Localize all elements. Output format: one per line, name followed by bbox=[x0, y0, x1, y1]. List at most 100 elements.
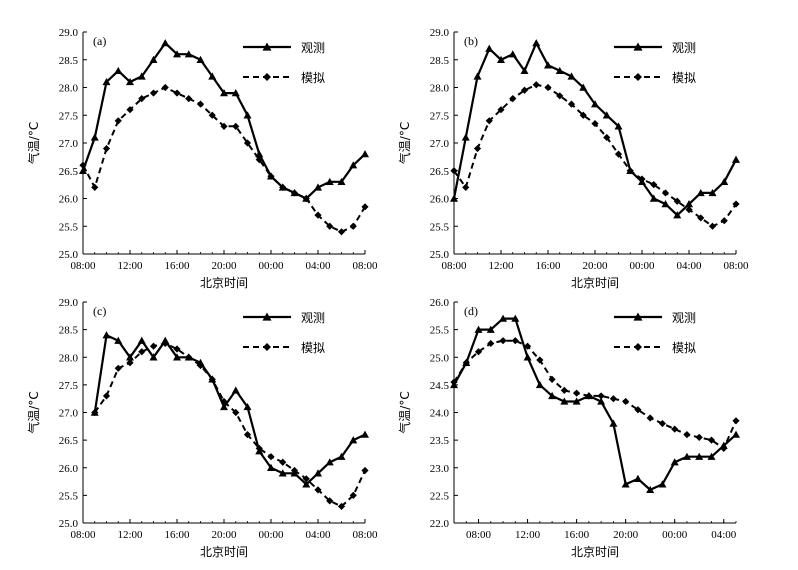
simulated-point bbox=[603, 133, 611, 142]
simulated-point bbox=[532, 81, 540, 89]
observed-point bbox=[267, 463, 275, 471]
observed-point bbox=[173, 50, 181, 58]
x-axis-label: 北京时间 bbox=[200, 545, 248, 559]
observed-point bbox=[149, 55, 158, 63]
observed-point bbox=[349, 436, 358, 444]
observed-point bbox=[137, 72, 146, 80]
y-tick-label: 25.0 bbox=[59, 518, 79, 530]
y-tick-label: 25.5 bbox=[430, 325, 450, 337]
simulated-point bbox=[732, 200, 740, 208]
observed-point bbox=[114, 336, 123, 344]
y-axis-label: 气温/°C bbox=[26, 391, 41, 433]
y-tick-label: 26.0 bbox=[59, 194, 79, 206]
series-simulated-line bbox=[453, 339, 737, 450]
x-tick-label: 08:00 bbox=[70, 260, 96, 272]
y-tick-label: 28.5 bbox=[430, 55, 450, 67]
x-tick-label: 08:00 bbox=[352, 260, 378, 272]
observed-point bbox=[485, 44, 494, 52]
legend-simulated-label: 模拟 bbox=[301, 71, 325, 85]
y-tick-label: 28.0 bbox=[59, 83, 79, 95]
simulated-point bbox=[544, 83, 552, 92]
x-tick-label: 12:00 bbox=[117, 260, 143, 272]
simulated-point bbox=[697, 214, 705, 222]
observed-point bbox=[361, 430, 369, 438]
series-observed-line bbox=[81, 41, 366, 200]
observed-point bbox=[220, 89, 228, 97]
x-tick-label: 04:00 bbox=[711, 529, 737, 541]
simulated-point bbox=[361, 466, 369, 475]
y-tick-label: 22.5 bbox=[430, 490, 450, 502]
observed-point bbox=[646, 485, 655, 494]
observed-point bbox=[720, 177, 729, 186]
y-tick-label: 27.0 bbox=[59, 138, 79, 150]
y-tick-label: 29.0 bbox=[59, 297, 79, 309]
x-axis-label: 北京时间 bbox=[200, 276, 248, 290]
y-tick-label: 22.0 bbox=[430, 518, 450, 530]
observed-point bbox=[544, 61, 552, 69]
panel-d: 22.0 22.5 23.0 23.5 24.0 24.5 25.0 25.5 26.0 08:0… bbox=[397, 297, 740, 559]
observed-point bbox=[567, 72, 576, 80]
simulated-point bbox=[485, 117, 493, 125]
observed-point bbox=[149, 353, 158, 361]
legend-observed-label: 观测 bbox=[672, 311, 696, 325]
observed-point bbox=[126, 77, 134, 86]
legend-simulated-marker bbox=[263, 73, 271, 81]
observed-point bbox=[102, 77, 111, 86]
simulated-point bbox=[474, 348, 483, 356]
simulated-point bbox=[523, 342, 532, 350]
observed-point bbox=[461, 133, 470, 141]
legend-simulated-label: 模拟 bbox=[301, 341, 325, 355]
y-tick-label: 28.0 bbox=[430, 83, 450, 95]
legend-observed-marker bbox=[633, 312, 643, 321]
observed-point bbox=[208, 72, 217, 80]
simulated-point bbox=[462, 183, 470, 191]
observed-point bbox=[696, 188, 705, 197]
simulated-point bbox=[548, 375, 556, 383]
simulated-point bbox=[138, 95, 146, 103]
x-tick-label: 08:00 bbox=[70, 529, 96, 541]
simulated-point bbox=[126, 106, 134, 114]
simulated-point bbox=[450, 378, 458, 386]
x-tick-label: 20:00 bbox=[211, 260, 237, 272]
simulated-point bbox=[196, 100, 205, 108]
observed-point bbox=[591, 100, 599, 108]
y-tick-label: 25.0 bbox=[430, 352, 450, 364]
simulated-point bbox=[646, 414, 654, 422]
observed-point bbox=[670, 458, 679, 466]
simulated-point bbox=[673, 197, 681, 205]
y-tick-label: 26.5 bbox=[59, 166, 79, 178]
y-tick-label: 24.0 bbox=[430, 408, 450, 420]
simulated-point bbox=[720, 217, 728, 225]
observed-point bbox=[184, 50, 193, 58]
simulated-point bbox=[361, 203, 369, 211]
observed-point bbox=[602, 111, 611, 119]
simulated-point bbox=[520, 86, 529, 94]
simulated-point bbox=[597, 392, 605, 400]
observed-point bbox=[90, 133, 99, 141]
simulated-point bbox=[567, 100, 576, 108]
simulated-point bbox=[658, 419, 667, 428]
simulated-point bbox=[138, 348, 146, 356]
simulated-point bbox=[707, 436, 716, 444]
simulated-point bbox=[671, 425, 679, 433]
y-tick-label: 29.0 bbox=[430, 27, 450, 39]
series-simulated-line bbox=[93, 342, 366, 508]
simulated-point bbox=[208, 375, 216, 383]
simulated-point bbox=[102, 392, 111, 400]
simulated-point bbox=[114, 117, 122, 125]
x-tick-label: 16:00 bbox=[164, 260, 190, 272]
observed-point bbox=[621, 480, 630, 488]
observed-point bbox=[79, 166, 87, 174]
panel-a: 25.0 25.5 26.0 26.5 27.0 27.5 28.0 28.5 29.0 08:0… bbox=[26, 27, 378, 290]
observed-point bbox=[173, 353, 181, 361]
simulated-point bbox=[79, 161, 87, 169]
y-tick-label: 27.0 bbox=[59, 408, 79, 420]
simulated-point bbox=[497, 106, 505, 114]
simulated-point bbox=[185, 95, 193, 103]
observed-point bbox=[450, 194, 458, 202]
simulated-point bbox=[232, 122, 240, 130]
legend-observed-label: 观测 bbox=[301, 311, 325, 325]
legend-simulated-marker bbox=[634, 73, 642, 81]
simulated-point bbox=[149, 342, 158, 350]
simulated-point bbox=[173, 345, 181, 353]
